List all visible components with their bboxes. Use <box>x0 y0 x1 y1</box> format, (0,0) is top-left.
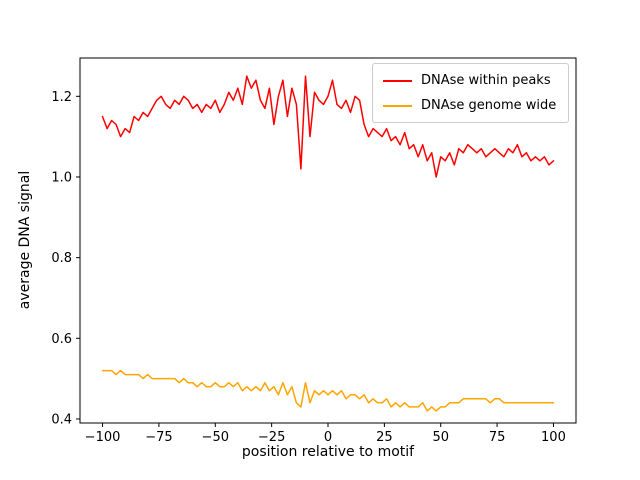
legend-label-peaks: DNAse within peaks <box>421 73 551 88</box>
legend-label-genome: DNAse genome wide <box>421 98 557 113</box>
x-tick-label: −50 <box>202 430 229 445</box>
y-tick-label: 1.0 <box>51 170 72 185</box>
legend-line-sample-orange <box>383 104 412 107</box>
y-tick-label: 0.8 <box>51 251 72 266</box>
x-tick-label: 25 <box>376 430 393 445</box>
x-axis-label: position relative to motif <box>241 444 415 460</box>
y-tick-label: 1.2 <box>51 90 72 105</box>
legend-item-genome: DNAse genome wide <box>383 98 556 113</box>
legend: DNAse within peaks DNAse genome wide <box>372 63 570 123</box>
x-tick-label: −25 <box>258 430 285 445</box>
series-line-1 <box>101 369 555 412</box>
y-tick-label: 0.4 <box>51 412 72 427</box>
x-tick-label: −75 <box>145 430 172 445</box>
legend-item-peaks: DNAse within peaks <box>383 73 556 88</box>
x-tick-label: 0 <box>324 430 332 445</box>
x-tick-label: −100 <box>85 430 121 445</box>
x-tick-label: 50 <box>432 430 449 445</box>
legend-line-sample-red <box>383 79 412 82</box>
x-tick-label: 100 <box>541 430 566 445</box>
y-tick-label: 0.6 <box>51 332 72 347</box>
x-tick-label: 75 <box>489 430 506 445</box>
series-line-0 <box>101 75 555 178</box>
y-axis-label: average DNA signal <box>17 170 33 310</box>
